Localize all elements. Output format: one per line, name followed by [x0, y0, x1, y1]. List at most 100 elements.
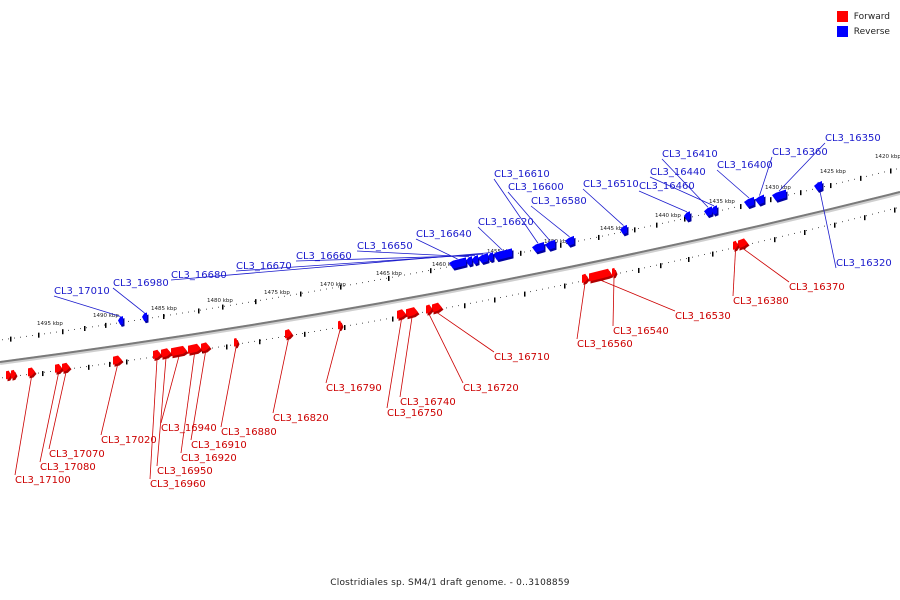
forward-gene[interactable]	[11, 369, 16, 379]
gene-label[interactable]: CL3_16920	[181, 453, 237, 464]
strand-tick	[800, 190, 802, 196]
gene-label[interactable]: CL3_16680	[171, 270, 227, 281]
forward-gene[interactable]	[733, 240, 738, 250]
kbp-tick-label: 1425 kbp	[820, 169, 846, 175]
forward-gene[interactable]	[582, 273, 588, 283]
gene-label[interactable]: CL3_16440	[650, 167, 706, 178]
reverse-gene[interactable]	[755, 194, 764, 205]
gene-label[interactable]: CL3_16380	[733, 296, 789, 307]
forward-gene[interactable]	[589, 268, 612, 282]
reverse-gene[interactable]	[711, 205, 717, 215]
forward-gene[interactable]	[201, 342, 210, 352]
gene-label[interactable]: CL3_16740	[400, 397, 456, 408]
forward-gene[interactable]	[28, 367, 35, 377]
gene-label[interactable]: CL3_16910	[191, 440, 247, 451]
gene-label[interactable]: CL3_16350	[825, 133, 881, 144]
gene-label[interactable]: CL3_16670	[236, 261, 292, 272]
gene-label[interactable]: CL3_16710	[494, 352, 550, 363]
gene-label[interactable]: CL3_16620	[478, 217, 534, 228]
gene-label[interactable]: CL3_16650	[357, 241, 413, 252]
gene-label[interactable]: CL3_17080	[40, 462, 96, 473]
forward-gene[interactable]	[285, 329, 292, 339]
forward-gene[interactable]	[62, 362, 70, 372]
gene-label[interactable]: CL3_16360	[772, 147, 828, 158]
legend-forward: Forward	[836, 9, 890, 24]
reverse-gene[interactable]	[466, 256, 472, 266]
gene-label[interactable]: CL3_16750	[387, 408, 443, 419]
forward-gene[interactable]	[171, 345, 187, 357]
forward-gene[interactable]	[612, 267, 616, 277]
strand-dot	[308, 291, 309, 293]
gene-label[interactable]: CL3_16580	[531, 196, 587, 207]
forward-gene[interactable]	[397, 309, 406, 319]
strand-dot	[338, 286, 339, 288]
reverse-gene[interactable]	[532, 242, 544, 253]
forward-gene[interactable]	[338, 320, 342, 330]
gene-label[interactable]: CL3_16790	[326, 383, 382, 394]
leader-line	[638, 190, 688, 213]
strand-dot	[644, 226, 645, 228]
gene-label[interactable]: CL3_16400	[717, 160, 773, 171]
forward-gene[interactable]	[161, 348, 171, 358]
reverse-gene[interactable]	[472, 255, 478, 265]
gene-label[interactable]: CL3_16370	[789, 282, 845, 293]
gene-label[interactable]: CL3_16560	[577, 339, 633, 350]
reverse-gene[interactable]	[814, 180, 822, 191]
gene-label[interactable]: CL3_16600	[508, 182, 564, 193]
strand-dot	[152, 356, 153, 358]
gene-label[interactable]: CL3_16880	[221, 427, 277, 438]
strand-dot	[26, 335, 27, 337]
reverse-gene[interactable]	[449, 257, 466, 269]
reverse-gene[interactable]	[684, 211, 690, 221]
gene-label[interactable]: CL3_16980	[113, 278, 169, 289]
forward-gene[interactable]	[188, 343, 201, 354]
gene-label[interactable]: CL3_16530	[675, 311, 731, 322]
reverse-gene[interactable]	[545, 239, 555, 250]
forward-gene[interactable]	[113, 355, 122, 365]
strand-dot	[788, 234, 789, 236]
forward-gene[interactable]	[426, 304, 432, 314]
strand-dot	[446, 266, 447, 268]
reverse-gene[interactable]	[772, 189, 786, 201]
strand-dot	[266, 298, 267, 300]
gene-label[interactable]: CL3_16610	[494, 169, 550, 180]
forward-gene[interactable]	[738, 238, 748, 249]
leader-line	[48, 372, 67, 450]
forward-gene[interactable]	[55, 363, 62, 373]
reverse-gene[interactable]	[704, 206, 712, 217]
reverse-gene[interactable]	[478, 253, 488, 264]
gene-label[interactable]: CL3_16460	[639, 181, 695, 192]
strand-dot	[686, 258, 687, 260]
gene-label[interactable]: CL3_17070	[49, 449, 105, 460]
strand-dot	[404, 274, 405, 276]
gene-label[interactable]: CL3_16950	[157, 466, 213, 477]
strand-tick	[300, 291, 302, 297]
forward-gene[interactable]	[432, 302, 442, 313]
forward-gene[interactable]	[6, 370, 11, 380]
gene-label[interactable]: CL3_16720	[463, 383, 519, 394]
gene-label[interactable]: CL3_17100	[15, 475, 71, 486]
gene-label[interactable]: CL3_16510	[583, 179, 639, 190]
gene-label[interactable]: CL3_16660	[296, 251, 352, 262]
gene-label[interactable]: CL3_16960	[150, 479, 206, 490]
strand-dot	[386, 277, 387, 279]
reverse-gene[interactable]	[488, 252, 493, 262]
forward-gene[interactable]	[153, 349, 161, 359]
kbp-tick-label: 1440 kbp	[655, 213, 681, 219]
gene-label[interactable]: CL3_16540	[613, 326, 669, 337]
reverse-gene[interactable]	[744, 196, 754, 208]
gene-label[interactable]: CL3_17020	[101, 435, 157, 446]
gene-label[interactable]: CL3_16640	[416, 229, 472, 240]
gene-label[interactable]: CL3_16410	[662, 149, 718, 160]
gene-label[interactable]: CL3_16820	[273, 413, 329, 424]
reverse-gene[interactable]	[118, 316, 123, 325]
reverse-gene[interactable]	[493, 248, 512, 261]
forward-gene[interactable]	[234, 337, 238, 347]
reverse-gene[interactable]	[565, 235, 574, 246]
gene-label[interactable]: CL3_17010	[54, 286, 110, 297]
forward-gene[interactable]	[406, 307, 418, 318]
gene-label[interactable]: CL3_16320	[836, 258, 892, 269]
gene-label[interactable]: CL3_16940	[161, 423, 217, 434]
reverse-gene[interactable]	[620, 224, 627, 235]
reverse-gene[interactable]	[142, 312, 147, 322]
